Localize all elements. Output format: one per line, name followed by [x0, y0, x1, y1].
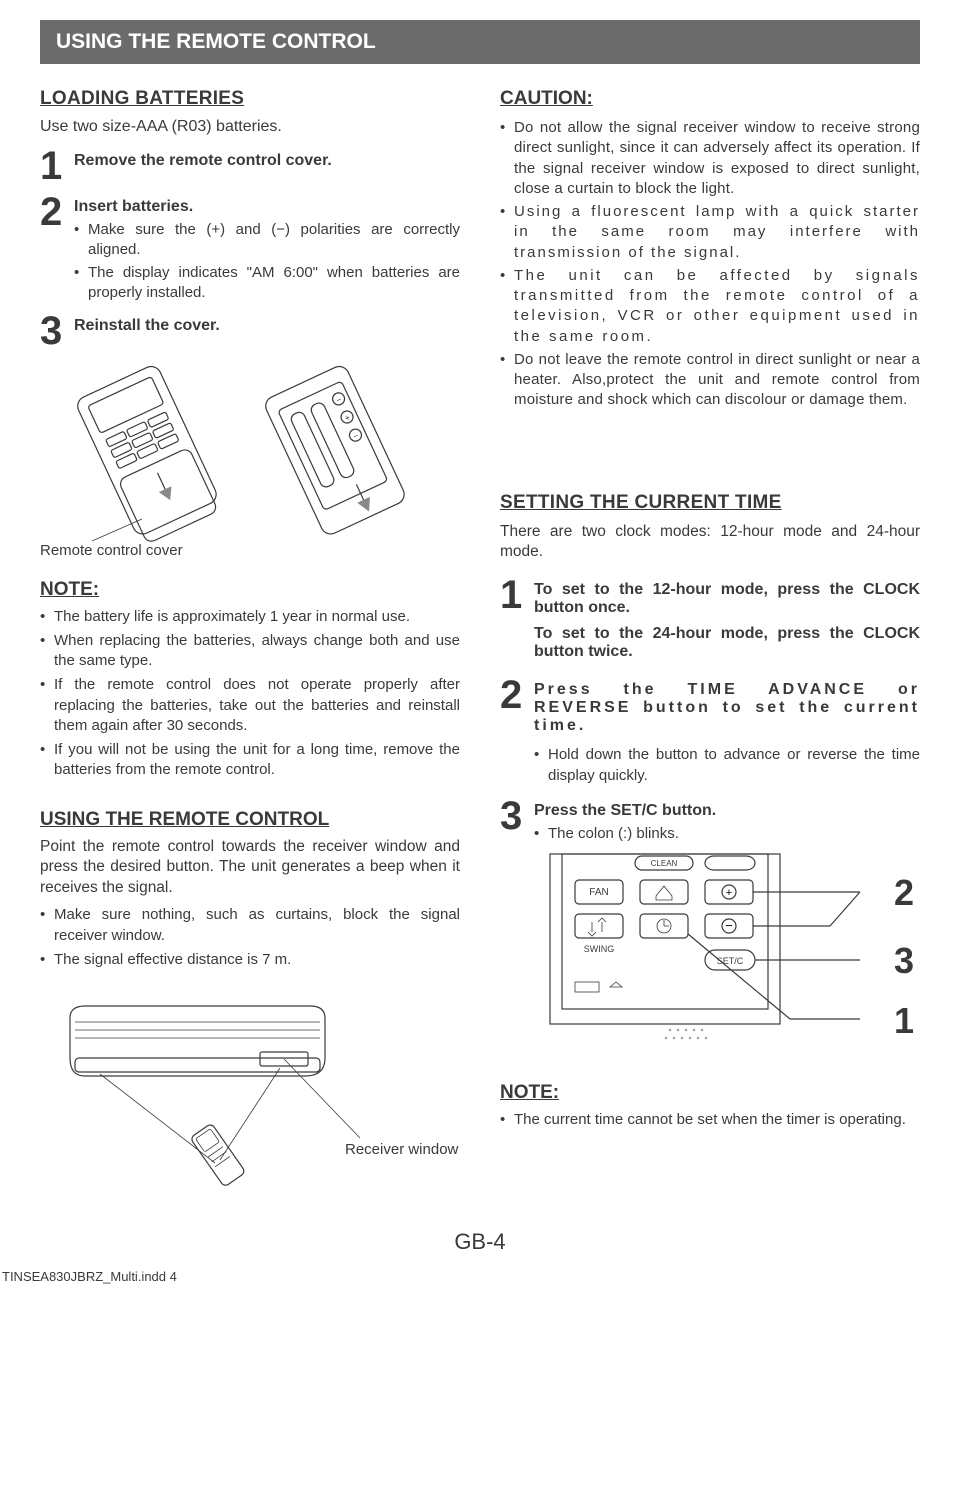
callout-number-3: 3	[894, 940, 914, 982]
svg-text:SWING: SWING	[584, 944, 615, 954]
remote-cover-label: Remote control cover	[40, 541, 460, 561]
loading-intro: Use two size-AAA (R03) batteries.	[40, 118, 460, 136]
step-title-line: To set to the 24-hour mode, press the CL…	[534, 625, 920, 661]
step-title-line: To set to the 12-hour mode, press the CL…	[534, 581, 920, 617]
receiver-window-label: Receiver window	[345, 1141, 459, 1158]
step-title: Press the SET/C button.	[534, 802, 920, 820]
footer-file-ref: TINSEA830JBRZ_Multi.indd 4	[0, 1269, 960, 1284]
time-step-1: 1 To set to the 12-hour mode, press the …	[500, 575, 920, 669]
callout-number-1: 1	[894, 1000, 914, 1042]
note-bullet: If you will not be using the unit for a …	[40, 740, 460, 781]
using-remote-heading: USING THE REMOTE CONTROL	[40, 809, 460, 831]
time-step-3: 3 Press the SET/C button. The colon (:) …	[500, 796, 920, 846]
callout-number-2: 2	[894, 872, 914, 914]
using-remote-bullet: Make sure nothing, such as curtains, blo…	[40, 905, 460, 946]
note-heading: NOTE:	[40, 579, 460, 601]
ac-unit-diagram: Receiver window	[40, 988, 460, 1193]
step-title: Reinstall the cover.	[74, 317, 460, 335]
svg-text:FAN: FAN	[589, 887, 608, 898]
note2-bullet: The current time cannot be set when the …	[500, 1110, 920, 1130]
using-remote-bullet: The signal effective distance is 7 m.	[40, 950, 460, 970]
step-number: 1	[500, 575, 534, 615]
step-number: 2	[500, 675, 534, 715]
left-column: LOADING BATTERIES Use two size-AAA (R03)…	[40, 88, 460, 1193]
caution-bullet: Do not leave the remote control in direc…	[500, 350, 920, 411]
loading-step-2: 2 Insert batteries. Make sure the (+) an…	[40, 192, 460, 305]
step-number: 3	[500, 796, 534, 836]
caution-bullet: The unit can be affected by signals tran…	[500, 266, 920, 347]
caution-bullet: Do not allow the signal receiver window …	[500, 118, 920, 199]
setting-time-intro: There are two clock modes: 12-hour mode …	[500, 522, 920, 564]
svg-text:CLEAN: CLEAN	[651, 859, 678, 868]
step-title: Remove the remote control cover.	[74, 152, 460, 170]
step-title: Press the TIME ADVANCE or REVERSE button…	[534, 681, 920, 735]
step-title: Insert batteries.	[74, 198, 460, 216]
step-number: 3	[40, 311, 74, 351]
loading-step-3: 3 Reinstall the cover.	[40, 311, 460, 351]
page-number: GB-4	[40, 1229, 920, 1255]
note-bullet: If the remote control does not operate p…	[40, 675, 460, 736]
using-remote-para: Point the remote control towards the rec…	[40, 837, 460, 900]
page-header: USING THE REMOTE CONTROL	[40, 20, 920, 64]
step-bullet: The display indicates "AM 6:00" when bat…	[74, 263, 460, 304]
step-bullet: Make sure the (+) and (−) polarities are…	[74, 220, 460, 261]
loading-step-1: 1 Remove the remote control cover.	[40, 146, 460, 186]
caution-heading: CAUTION:	[500, 88, 920, 110]
remote-buttons-diagram: CLEAN FAN + SWING	[500, 854, 920, 1064]
step-number: 2	[40, 192, 74, 232]
caution-bullet: Using a fluorescent lamp with a quick st…	[500, 202, 920, 263]
note-bullet: The battery life is approximately 1 year…	[40, 607, 460, 627]
loading-heading: LOADING BATTERIES	[40, 88, 460, 110]
right-column: CAUTION: Do not allow the signal receive…	[500, 88, 920, 1193]
note2-heading: NOTE:	[500, 1082, 920, 1104]
svg-text:+: +	[726, 887, 732, 899]
note-bullet: When replacing the batteries, always cha…	[40, 631, 460, 672]
label-pointer-line	[92, 519, 162, 543]
remote-open-diagram: − + −	[40, 361, 460, 531]
step-bullet: The colon (:) blinks.	[534, 824, 920, 844]
time-step-2: 2 Press the TIME ADVANCE or REVERSE butt…	[500, 675, 920, 739]
step-bullet: Hold down the button to advance or rever…	[534, 745, 920, 786]
setting-time-heading: SETTING THE CURRENT TIME	[500, 492, 920, 514]
svg-text:−: −	[725, 918, 733, 933]
step-number: 1	[40, 146, 74, 186]
